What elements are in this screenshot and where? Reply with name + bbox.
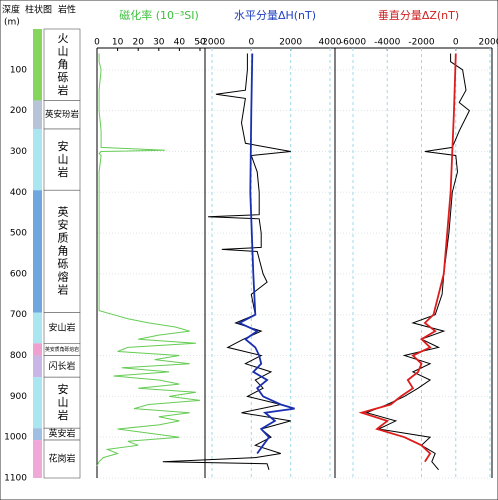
column-stripe [33, 190, 42, 313]
x-tick-label: 30 [153, 38, 165, 48]
lithology-cell [43, 439, 81, 479]
y-tick-label: 100 [10, 65, 27, 75]
x-tick-label: -4000 [374, 38, 400, 48]
lithology-label: 英安岩 [48, 428, 75, 440]
y-tick-label: 300 [10, 147, 27, 157]
lithology-cell [43, 189, 81, 313]
y-tick-label: 1000 [4, 433, 27, 443]
y-tick-label: 200 [10, 106, 27, 116]
column-header: 岩性 [58, 4, 76, 16]
y-tick-label: 1100 [4, 474, 27, 484]
x-tick-label: -6000 [340, 38, 366, 48]
lithology-label: 安山岩 [56, 382, 69, 422]
lithology-cell [43, 28, 81, 101]
column-stripe [33, 29, 42, 101]
lithology-label: 花岗岩 [48, 453, 75, 465]
y-tick-label: 600 [10, 269, 27, 279]
y-tick-label: 500 [10, 229, 27, 239]
panel-title: 磁化率 (10⁻³SI) [119, 8, 199, 22]
x-tick-label: 40 [174, 38, 186, 48]
y-tick-label: 400 [10, 188, 27, 198]
column-stripe [33, 312, 42, 344]
lithology-label: 英安质角砾熔岩 [56, 205, 69, 297]
lithology-label: 英安玢岩 [45, 109, 80, 120]
y-tick-label: 900 [10, 392, 27, 402]
x-tick-label: 0 [94, 38, 100, 48]
lithology-label: 英安质角砾熔岩 [45, 346, 79, 353]
lithology-label: 闪长岩 [48, 360, 75, 372]
column-stripe [33, 129, 42, 191]
lithology-cell [43, 376, 81, 429]
x-tick-label: 0 [248, 38, 254, 48]
x-tick-label: 4000 [319, 38, 342, 48]
x-tick-label: 2000 [479, 38, 498, 48]
lithology-cell [43, 100, 81, 130]
column-stripe [33, 428, 42, 441]
column-stripe [33, 440, 42, 478]
panel-title: 水平分量ΔH(nT) [234, 9, 316, 22]
y-tick-label: 800 [10, 351, 27, 361]
column-stripe [33, 355, 42, 378]
lithology-label: 火山角砾岩 [56, 32, 69, 97]
x-tick-label: 2000 [279, 38, 302, 48]
log-curve [96, 53, 201, 467]
lithology-label: 安山岩 [48, 321, 75, 333]
x-tick-label: -2000 [408, 38, 434, 48]
log-curve [358, 53, 457, 463]
column-stripe [33, 100, 42, 130]
x-tick-label: 0 [453, 38, 459, 48]
x-tick-label: 50 [194, 38, 206, 48]
lithology-cell [43, 128, 81, 191]
x-tick-label: -2000 [199, 38, 225, 48]
y-unit: (m) [4, 18, 20, 28]
column-stripe [33, 343, 42, 356]
x-tick-label: 10 [112, 38, 124, 48]
y-tick-label: 700 [10, 310, 27, 320]
column-header: 柱状图 [25, 4, 52, 16]
log-curve [237, 53, 295, 455]
panel-title: 垂直分量ΔZ(nT) [378, 8, 459, 22]
log-curve [365, 53, 471, 471]
x-tick-label: 20 [132, 38, 144, 48]
column-stripe [33, 377, 42, 429]
lithology-label: 安山岩 [56, 139, 69, 179]
y-axis-label: 深度 [2, 4, 20, 16]
